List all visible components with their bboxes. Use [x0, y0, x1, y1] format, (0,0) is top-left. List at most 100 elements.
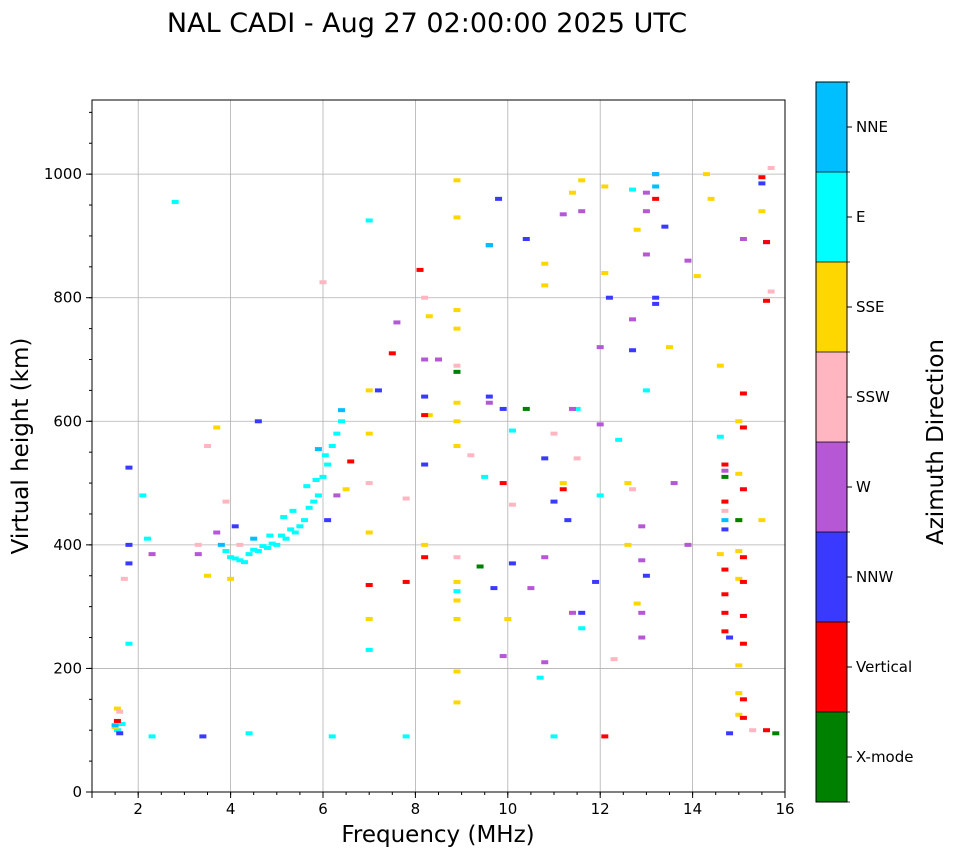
- data-point: [721, 592, 729, 597]
- data-point: [337, 408, 345, 413]
- data-point: [739, 697, 747, 702]
- data-point: [601, 271, 609, 275]
- data-point: [615, 437, 623, 442]
- data-point: [324, 518, 332, 523]
- colorbar-segment-vertical: [816, 622, 847, 712]
- data-point: [499, 481, 507, 486]
- colorbar-tick-label: Vertical: [856, 658, 912, 676]
- data-point: [652, 295, 660, 300]
- data-point: [633, 601, 641, 606]
- plot-area: 2 4 6 8 10 12 14 16 0 200 400 600 800 1000: [44, 99, 795, 818]
- data-point: [735, 663, 743, 668]
- x-tick-label: 14: [683, 800, 702, 818]
- colorbar-segment-nne: [816, 82, 847, 172]
- data-point: [453, 363, 461, 368]
- x-tick-label: 4: [226, 800, 236, 818]
- chart-title: NAL CADI - Aug 27 02:00:00 2025 UTC: [167, 8, 687, 39]
- data-point: [268, 541, 276, 546]
- data-point: [739, 613, 747, 618]
- data-point: [312, 477, 320, 482]
- data-point: [402, 496, 410, 501]
- data-point: [522, 237, 530, 242]
- data-point: [652, 184, 660, 189]
- data-point: [735, 518, 743, 523]
- colorbar-tick-label: SSE: [856, 298, 885, 316]
- data-point: [684, 258, 692, 263]
- y-tick-label: 0: [72, 783, 82, 801]
- data-point: [365, 617, 373, 621]
- data-point: [629, 348, 637, 353]
- y-tick-label: 800: [53, 289, 82, 307]
- data-point: [684, 542, 692, 547]
- data-point: [508, 502, 516, 507]
- data-point: [573, 456, 581, 461]
- data-point: [148, 734, 156, 739]
- data-point: [222, 549, 230, 554]
- data-point: [767, 289, 775, 294]
- data-point: [289, 508, 297, 513]
- data-point: [277, 533, 285, 538]
- data-point: [758, 181, 766, 186]
- data-point: [629, 187, 637, 192]
- data-point: [310, 499, 318, 504]
- data-point: [721, 567, 729, 572]
- data-point: [301, 518, 309, 523]
- data-point: [421, 295, 429, 300]
- data-point: [365, 431, 373, 436]
- data-point: [319, 474, 327, 479]
- data-point: [250, 536, 258, 541]
- data-point: [453, 669, 461, 674]
- data-point: [716, 363, 724, 368]
- data-point: [559, 487, 567, 492]
- data-point: [213, 425, 221, 430]
- data-point: [578, 626, 586, 631]
- data-point: [568, 610, 576, 615]
- data-point: [624, 481, 632, 486]
- data-point: [321, 453, 329, 458]
- data-point: [139, 493, 147, 498]
- data-point: [125, 465, 133, 470]
- data-point: [642, 209, 650, 214]
- data-point: [254, 419, 262, 424]
- data-point: [735, 419, 743, 424]
- data-point: [453, 326, 461, 331]
- data-point: [231, 556, 239, 561]
- data-point: [721, 518, 729, 523]
- data-point: [638, 635, 646, 640]
- data-point: [564, 518, 572, 523]
- data-point: [116, 709, 124, 714]
- data-point: [453, 369, 461, 374]
- data-point: [763, 298, 771, 303]
- data-point: [735, 549, 743, 554]
- data-point: [758, 175, 766, 180]
- data-point: [217, 542, 225, 547]
- data-point: [125, 641, 133, 646]
- data-point: [236, 542, 244, 547]
- data-point: [735, 471, 743, 476]
- data-point: [522, 406, 530, 411]
- data-point: [421, 542, 429, 547]
- data-point: [721, 508, 729, 513]
- data-point: [273, 542, 281, 547]
- data-point: [629, 317, 637, 322]
- data-point: [550, 431, 558, 436]
- colorbar-tick-label: NNE: [856, 118, 888, 136]
- data-point: [721, 610, 729, 615]
- data-point: [707, 196, 715, 201]
- colorbar-segment-w: [816, 442, 847, 532]
- data-point: [365, 218, 373, 223]
- data-point: [259, 544, 267, 549]
- data-point: [638, 524, 646, 529]
- x-tick-label: 2: [133, 800, 143, 818]
- data-point: [453, 400, 461, 405]
- data-point: [721, 527, 729, 532]
- data-point: [421, 413, 429, 418]
- data-point: [702, 172, 710, 177]
- data-point: [199, 734, 207, 739]
- data-point: [739, 715, 747, 720]
- data-point: [402, 579, 410, 584]
- data-point: [504, 617, 512, 621]
- series-vertical: [113, 175, 771, 739]
- data-point: [485, 243, 493, 248]
- data-point: [666, 345, 673, 350]
